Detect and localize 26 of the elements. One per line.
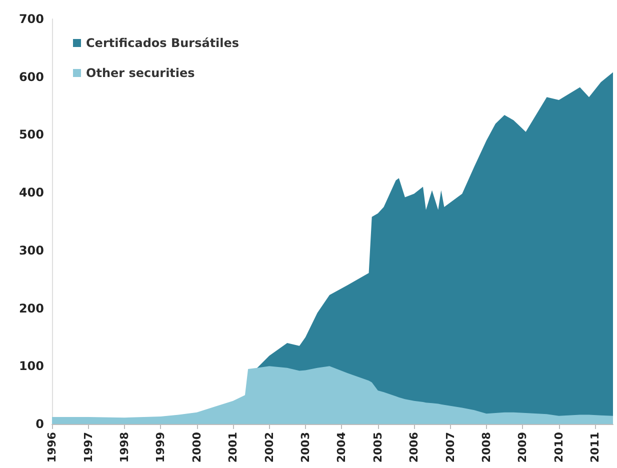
x-tick-label: 2003 <box>298 432 312 463</box>
x-tick-label: 1998 <box>118 432 131 463</box>
x-tick-label: 2002 <box>262 432 276 463</box>
y-tick-label: 700 <box>18 12 44 26</box>
y-tick-label: 100 <box>18 359 44 374</box>
x-tick-label: 2011 <box>588 432 602 463</box>
x-tick-label: 1996 <box>46 432 58 463</box>
y-tick-label: 600 <box>18 70 44 84</box>
x-tick-label: 2000 <box>190 432 204 463</box>
x-tick-label: 1997 <box>82 432 95 463</box>
x-tick-label: 2009 <box>516 432 530 463</box>
legend-label: Certificados Bursátiles <box>86 36 240 50</box>
x-tick-label: 2010 <box>552 432 566 463</box>
x-tick-label: 2008 <box>480 432 493 463</box>
y-tick-label: 200 <box>18 301 44 316</box>
y-tick-label: 400 <box>18 186 44 200</box>
x-tick-label: 2005 <box>371 432 384 463</box>
legend-label: Other securities <box>86 66 195 80</box>
y-tick-label: 0 <box>36 417 44 431</box>
x-tick-label: 1999 <box>154 432 168 463</box>
x-tick-label: 2004 <box>335 432 348 463</box>
x-tick-label: 2006 <box>408 432 421 463</box>
x-tick-label: 2001 <box>226 432 240 463</box>
y-tick-label: 500 <box>18 128 44 142</box>
y-tick-label: 300 <box>18 243 44 258</box>
x-tick-label: 2007 <box>444 432 457 463</box>
